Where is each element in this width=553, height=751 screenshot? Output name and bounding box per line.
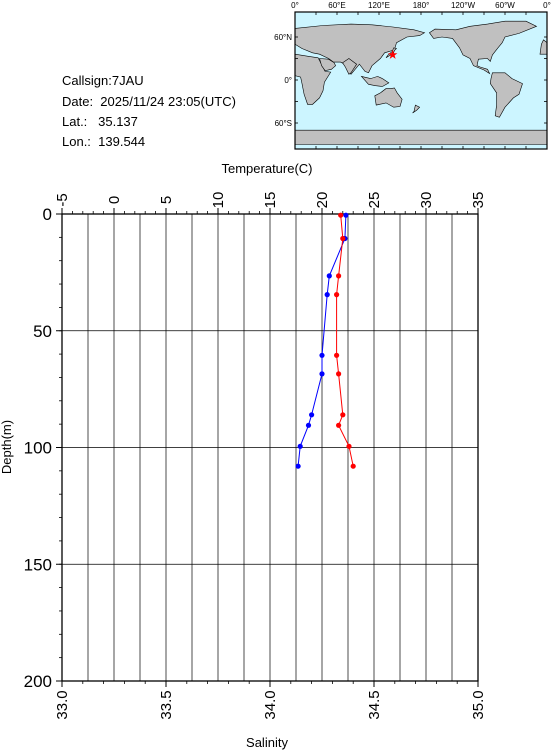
- salinity-point: [336, 273, 342, 279]
- temperature-line: [297, 215, 347, 467]
- salinity-point: [346, 443, 352, 449]
- bottom-axis-label: Salinity: [246, 735, 288, 750]
- star-icon: [387, 49, 398, 59]
- y-axis-tick-label: 100: [24, 439, 52, 458]
- top-axis-tick-label: -5: [54, 193, 71, 206]
- map-landmass: [412, 104, 421, 114]
- map-top-tick-label: 60°E: [328, 1, 345, 10]
- map-landmass: [374, 87, 403, 108]
- salinity-line: [336, 215, 354, 467]
- top-axis-tick-label: 15: [262, 192, 279, 209]
- temperature-point: [319, 352, 325, 358]
- top-axis-tick-label: 10: [210, 192, 227, 209]
- map-lat-tick-label: 60°S: [275, 119, 292, 128]
- map-landmass: [360, 75, 390, 87]
- map-top-tick-label: 0°: [543, 1, 551, 10]
- map-frame: [294, 11, 548, 150]
- callsign-label: Callsign:7JAU: [62, 73, 144, 88]
- salinity-point: [340, 235, 346, 242]
- map-top-tick-label: 180°: [413, 1, 430, 10]
- y-axis-tick-label: 200: [24, 672, 52, 691]
- salinity-point: [334, 352, 340, 358]
- top-axis-tick-label: 5: [158, 196, 175, 204]
- temperature-point: [309, 412, 315, 418]
- map-landmass: [342, 58, 358, 75]
- top-axis-tick-label: 0: [106, 196, 123, 204]
- top-axis-tick-label: 30: [418, 192, 435, 209]
- location-map: 0° 60°E 120°E 180° 120°W 60°W 0° 60°N 0° 60°S: [274, 1, 551, 150]
- y-axis-tick-label: 50: [33, 322, 52, 341]
- temperature-point: [295, 463, 301, 469]
- map-lat-tick-label: 0°: [284, 76, 292, 85]
- date-label: Date: 2025/11/24 23:05(UTC): [62, 94, 236, 109]
- map-top-tick-label: 120°E: [368, 1, 390, 10]
- y-axis-label: Depth(m): [0, 420, 14, 474]
- bottom-axis-tick-label: 33.0: [54, 690, 71, 719]
- top-axis-label: Temperature(C): [221, 161, 312, 176]
- temperature-point: [305, 422, 312, 428]
- location-marker: [387, 49, 398, 59]
- map-labels: 0° 60°E 120°E 180° 120°W 60°W 0° 60°N 0° 60°S: [274, 1, 551, 128]
- temperature-point: [343, 212, 349, 218]
- map-land: [294, 20, 548, 145]
- salinity-point: [350, 463, 356, 469]
- map-landmass: [428, 20, 538, 75]
- plot-series: [295, 212, 356, 469]
- map-lat-tick-label: 60°N: [274, 33, 292, 42]
- bottom-axis-tick-label: 34.0: [262, 690, 279, 719]
- bottom-axis-tick-label: 35.0: [470, 690, 487, 719]
- salinity-point: [340, 412, 346, 418]
- top-axis-tick-label: 20: [314, 192, 331, 209]
- salinity-point: [336, 422, 342, 428]
- top-axis-tick-label: 35: [470, 192, 487, 209]
- y-axis-tick-label: 0: [43, 205, 52, 224]
- salinity-point: [336, 371, 342, 377]
- salinity-point: [338, 212, 344, 218]
- salinity-point: [334, 292, 340, 298]
- plot-grid: [61, 213, 479, 682]
- map-landmass: [294, 23, 426, 75]
- y-axis-tick-label: 150: [24, 555, 52, 574]
- map-landmass: [539, 39, 548, 55]
- map-landmass: [319, 58, 336, 72]
- map-landmass: [489, 72, 523, 118]
- map-top-tick-label: 120°W: [451, 1, 476, 10]
- longitude-label: Lon.: 139.544: [62, 134, 146, 149]
- map-top-tick-label: 0°: [291, 1, 299, 10]
- temperature-point: [324, 292, 330, 298]
- temperature-point: [326, 273, 332, 279]
- temperature-point: [297, 443, 303, 449]
- bottom-axis-tick-label: 34.5: [366, 690, 383, 719]
- latitude-label: Lat.: 35.137: [62, 114, 138, 129]
- map-landmass: [294, 129, 548, 145]
- map-top-tick-label: 60°W: [495, 1, 515, 10]
- top-axis-tick-label: 25: [366, 192, 383, 209]
- temperature-point: [319, 371, 325, 377]
- bottom-axis-tick-label: 33.5: [158, 690, 175, 719]
